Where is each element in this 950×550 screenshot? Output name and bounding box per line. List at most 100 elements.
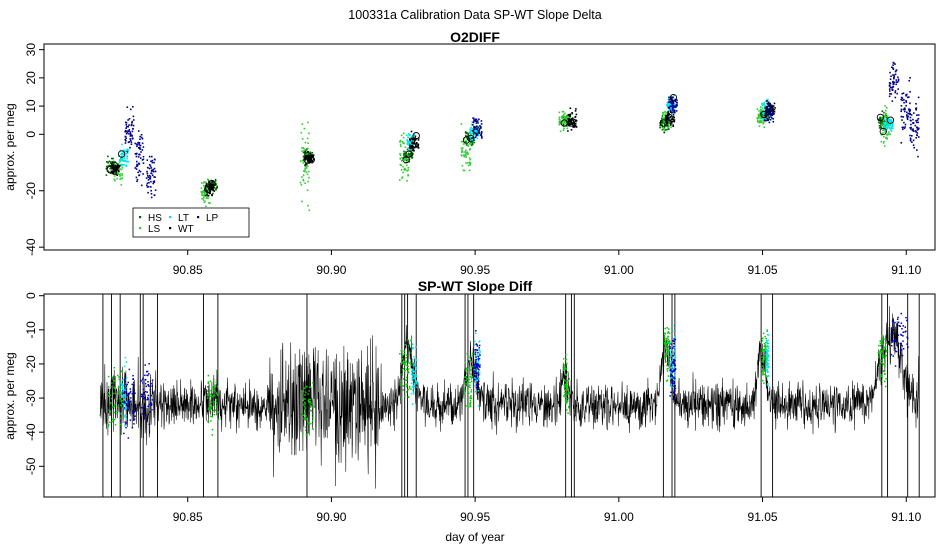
o2diff-point-lp [129,132,132,135]
slope-diff-point [408,385,411,388]
slope-diff-point [767,347,770,350]
slope-diff-point [120,370,122,372]
slope-diff-point [765,365,768,367]
slope-diff-point [902,331,904,333]
o2diff-point-lt [883,123,886,125]
o2diff-point-ls [304,182,306,184]
slope-diff-point [207,381,210,383]
slope-diff-point [306,417,308,420]
slope-diff-point [761,359,763,361]
o2diff-point-lp [151,155,153,158]
o2diff-point-lp [672,99,674,102]
slope-diff-point [407,339,409,341]
o2diff-point-lp [668,107,671,109]
slope-diff-point [762,379,764,382]
slope-diff-point [132,412,134,414]
o2diff-point-lp [150,193,153,195]
slope-diff-point [216,393,218,395]
slope-diff-point [110,397,113,400]
slope-diff-point [413,374,416,376]
o2diff-point-lp [902,116,905,118]
o2diff-point-ls [882,142,885,144]
o2diff-point-hs [464,131,467,134]
o2diff-point-ls [301,176,303,178]
slope-diff-point [883,348,885,351]
o2diff-point-lp [903,99,905,101]
slope-diff-point [766,330,768,332]
slope-diff-point [668,341,671,343]
o2diff-point-lp [903,127,906,130]
o2diff-point-wt [567,130,569,132]
slope-diff-point [475,371,478,374]
slope-diff-point [670,356,673,359]
slope-diff-point [664,333,667,335]
o2diff-point-ls [468,169,471,172]
slope-diff-point [302,390,305,393]
o2diff-point-wt [673,120,676,123]
slope-diff-point [766,329,768,331]
o2diff-point-ls [306,165,309,167]
o2diff-y-tick-label: 20 [24,71,38,85]
slope-diff-point [466,372,468,375]
o2diff-point-lt [889,125,891,127]
slope-diff-point [674,378,676,380]
slope-diff-point [672,340,674,342]
o2diff-point-ls [113,171,116,173]
o2diff-point-wt [204,194,207,197]
o2diff-point-lp [901,99,904,102]
slope-diff-point [670,396,673,398]
o2diff-point-lp [909,127,911,129]
o2diff-point-wt [567,117,570,120]
slope-diff-point [568,397,570,400]
slope-diff-point [412,389,414,392]
o2diff-point-lp [672,108,674,110]
o2diff-point-lt [761,112,764,115]
o2diff-point-wt [115,173,117,175]
slope-diff-point [467,356,470,359]
o2diff-point-hs [111,157,113,160]
o2diff-point-wt [117,164,120,167]
o2diff-point-hs [661,126,664,128]
o2diff-point-lp [909,77,911,79]
slope-diff-point [129,419,132,421]
slope-diff-point [761,350,764,352]
o2diff-point-hs [306,148,308,151]
slope-diff-point [674,385,676,387]
slope-diff-point [881,335,883,337]
o2diff-mean-marker [665,113,673,122]
o2diff-point-lp [125,140,127,142]
o2diff-point-lp [671,100,673,103]
slope-diff-point [132,386,135,388]
slope-diff-point [882,343,884,345]
o2diff-point-lp [146,182,149,185]
o2diff-point-ls [301,200,303,203]
slope-diff-point [476,363,479,365]
o2diff-point-lp [473,132,475,134]
o2diff-point-lp [916,114,918,116]
o2diff-point-lp [149,178,152,180]
o2diff-point-lp [765,109,767,112]
o2diff-point-lp [769,118,772,121]
slope-diff-point [663,343,666,345]
o2diff-point-ls [406,170,408,172]
slope-diff-point [127,393,129,396]
slope-diff-point [133,407,135,409]
slope-diff-point [672,324,674,327]
legend-marker-lp [197,216,200,219]
o2diff-point-ls [407,159,410,162]
slope-diff-point [767,371,769,373]
slope-diff-point [403,360,405,363]
o2diff-point-lt [124,150,126,152]
o2diff-point-ls [303,170,306,173]
slope-diff-point [764,370,766,372]
o2diff-y-tick-label: 30 [24,43,38,57]
slope-diff-point [414,371,416,373]
o2diff-point-lp [146,170,148,173]
slope-diff-point [412,377,415,379]
o2diff-mean-marker [208,180,216,188]
o2diff-point-lp [125,132,128,135]
o2diff-point-lt [666,103,668,106]
o2diff-point-lt [469,128,471,130]
slope-diff-point [885,355,888,357]
o2diff-mean-marker [876,113,885,122]
